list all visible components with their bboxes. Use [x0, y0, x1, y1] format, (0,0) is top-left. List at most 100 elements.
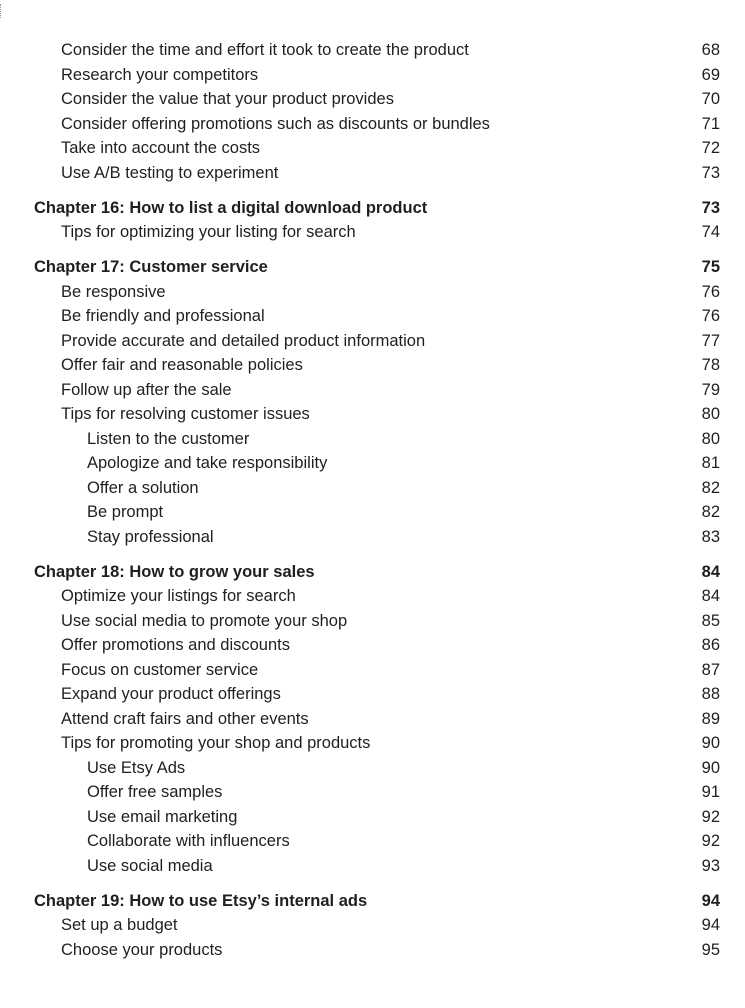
- toc-entry-page-number: 91: [701, 783, 720, 801]
- toc-section-entry[interactable]: Expand your product offerings 88: [0, 682, 745, 707]
- toc-section-entry[interactable]: Consider the time and effort it took to …: [0, 38, 745, 63]
- toc-subsection-entry[interactable]: Be prompt 82: [0, 500, 745, 525]
- toc-entry-title: Follow up after the sale: [61, 380, 232, 399]
- page-edge-marker: [0, 4, 3, 18]
- toc-subsection-entry[interactable]: Listen to the customer 80: [0, 427, 745, 452]
- toc-section-entry[interactable]: Tips for promoting your shop and product…: [0, 731, 745, 756]
- toc-entry-page-number: 72: [701, 139, 720, 157]
- table-of-contents: Consider the time and effort it took to …: [0, 38, 745, 962]
- toc-entry-page-number: 95: [701, 940, 720, 959]
- toc-section-entry[interactable]: Offer fair and reasonable policies 78: [0, 353, 745, 378]
- toc-entry-title: Choose your products: [61, 940, 223, 959]
- toc-entry-page-number: 76: [701, 307, 720, 325]
- toc-section-entry[interactable]: Choose your products 95: [0, 938, 745, 963]
- toc-section-entry[interactable]: Be friendly and professional 76: [0, 304, 745, 329]
- toc-section-entry[interactable]: Use social media to promote your shop 85: [0, 609, 745, 634]
- toc-entry-page-number: 90: [701, 734, 720, 752]
- toc-entry-page-number: 83: [701, 527, 720, 546]
- toc-entry-page-number: 88: [701, 685, 720, 703]
- toc-section-entry[interactable]: Use A/B testing to experiment 73: [0, 161, 745, 186]
- toc-entry-page-number: 84: [701, 562, 720, 581]
- toc-subsection-entry[interactable]: Collaborate with influencers 92: [0, 829, 745, 854]
- toc-entry-title: Tips for optimizing your listing for sea…: [61, 223, 356, 241]
- toc-entry-title: Tips for promoting your shop and product…: [61, 734, 371, 752]
- toc-section-entry[interactable]: Tips for optimizing your listing for sea…: [0, 220, 745, 245]
- toc-entry-title: Collaborate with influencers: [87, 832, 290, 850]
- toc-entry-page-number: 81: [701, 454, 720, 472]
- toc-entry-page-number: 82: [701, 503, 720, 521]
- toc-subsection-entry[interactable]: Stay professional 83: [0, 525, 745, 550]
- toc-entry-page-number: 84: [701, 587, 720, 605]
- toc-entry-page-number: 94: [701, 916, 720, 934]
- toc-entry-page-number: 85: [701, 611, 720, 630]
- toc-entry-title: Use Etsy Ads: [87, 758, 186, 777]
- toc-entry-title: Chapter 18: How to grow your sales: [34, 562, 315, 581]
- toc-section-entry[interactable]: Attend craft fairs and other events 89: [0, 707, 745, 732]
- toc-section-entry[interactable]: Consider offering promotions such as dis…: [0, 112, 745, 137]
- toc-entry-title: Use A/B testing to experiment: [61, 163, 279, 182]
- toc-entry-title: Apologize and take responsibility: [87, 454, 328, 472]
- toc-entry-title: Tips for resolving customer issues: [61, 405, 310, 423]
- toc-section-entry[interactable]: Provide accurate and detailed product in…: [0, 329, 745, 354]
- toc-entry-page-number: 90: [701, 758, 720, 777]
- toc-entry-title: Listen to the customer: [87, 429, 250, 448]
- toc-section-entry[interactable]: Tips for resolving customer issues 80: [0, 402, 745, 427]
- toc-entry-page-number: 92: [701, 807, 720, 826]
- toc-section-entry[interactable]: Take into account the costs 72: [0, 136, 745, 161]
- toc-entry-title: Use social media: [87, 856, 213, 875]
- toc-entry-title: Take into account the costs: [61, 139, 261, 157]
- toc-entry-title: Set up a budget: [61, 916, 178, 934]
- toc-entry-page-number: 70: [701, 90, 720, 108]
- toc-entry-page-number: 94: [701, 891, 720, 910]
- toc-chapter-entry[interactable]: Chapter 19: How to use Etsy’s internal a…: [0, 889, 745, 914]
- toc-entry-title: Be prompt: [87, 503, 164, 521]
- toc-entry-page-number: 77: [701, 331, 720, 350]
- toc-entry-title: Offer fair and reasonable policies: [61, 356, 303, 374]
- toc-subsection-entry[interactable]: Use Etsy Ads 90: [0, 756, 745, 781]
- toc-entry-title: Optimize your listings for search: [61, 587, 296, 605]
- toc-section-entry[interactable]: Be responsive 76: [0, 280, 745, 305]
- toc-entry-page-number: 87: [701, 660, 720, 679]
- toc-section-entry[interactable]: Optimize your listings for search 84: [0, 584, 745, 609]
- toc-entry-title: Expand your product offerings: [61, 685, 281, 703]
- toc-entry-page-number: 74: [701, 223, 720, 241]
- toc-entry-page-number: 73: [701, 163, 720, 182]
- toc-chapter-entry[interactable]: Chapter 18: How to grow your sales 84: [0, 560, 745, 585]
- toc-entry-title: Be friendly and professional: [61, 307, 265, 325]
- toc-subsection-entry[interactable]: Apologize and take responsibility 81: [0, 451, 745, 476]
- toc-entry-title: Chapter 16: How to list a digital downlo…: [34, 198, 428, 217]
- toc-entry-title: Use social media to promote your shop: [61, 611, 348, 630]
- toc-subsection-entry[interactable]: Offer a solution 82: [0, 476, 745, 501]
- toc-entry-page-number: 79: [701, 380, 720, 399]
- toc-section-entry[interactable]: Research your competitors 69: [0, 63, 745, 88]
- toc-entry-page-number: 68: [701, 41, 720, 59]
- toc-section-entry[interactable]: Set up a budget 94: [0, 913, 745, 938]
- toc-entry-page-number: 75: [701, 258, 720, 276]
- toc-entry-title: Consider offering promotions such as dis…: [61, 114, 490, 133]
- toc-entry-title: Attend craft fairs and other events: [61, 709, 309, 728]
- toc-section-entry[interactable]: Consider the value that your product pro…: [0, 87, 745, 112]
- toc-entry-page-number: 76: [701, 282, 720, 301]
- toc-chapter-entry[interactable]: Chapter 16: How to list a digital downlo…: [0, 196, 745, 221]
- toc-section-entry[interactable]: Focus on customer service 87: [0, 658, 745, 683]
- toc-entry-page-number: 69: [701, 65, 720, 84]
- toc-chapter-entry[interactable]: Chapter 17: Customer service 75: [0, 255, 745, 280]
- toc-entry-title: Focus on customer service: [61, 660, 259, 679]
- toc-subsection-entry[interactable]: Offer free samples 91: [0, 780, 745, 805]
- toc-entry-page-number: 86: [701, 636, 720, 654]
- toc-section-entry[interactable]: Offer promotions and discounts 86: [0, 633, 745, 658]
- toc-subsection-entry[interactable]: Use social media 93: [0, 854, 745, 879]
- toc-subsection-entry[interactable]: Use email marketing 92: [0, 805, 745, 830]
- toc-entry-title: Use email marketing: [87, 807, 238, 826]
- toc-entry-title: Chapter 17: Customer service: [34, 258, 268, 276]
- toc-section-entry[interactable]: Follow up after the sale 79: [0, 378, 745, 403]
- toc-entry-title: Provide accurate and detailed product in…: [61, 331, 426, 350]
- toc-entry-title: Offer free samples: [87, 783, 223, 801]
- toc-entry-page-number: 73: [701, 198, 720, 217]
- toc-entry-page-number: 93: [701, 856, 720, 875]
- toc-entry-title: Chapter 19: How to use Etsy’s internal a…: [34, 891, 368, 910]
- toc-entry-title: Offer promotions and discounts: [61, 636, 290, 654]
- toc-entry-page-number: 80: [701, 405, 720, 423]
- toc-entry-title: Offer a solution: [87, 478, 199, 497]
- toc-entry-page-number: 71: [701, 114, 720, 133]
